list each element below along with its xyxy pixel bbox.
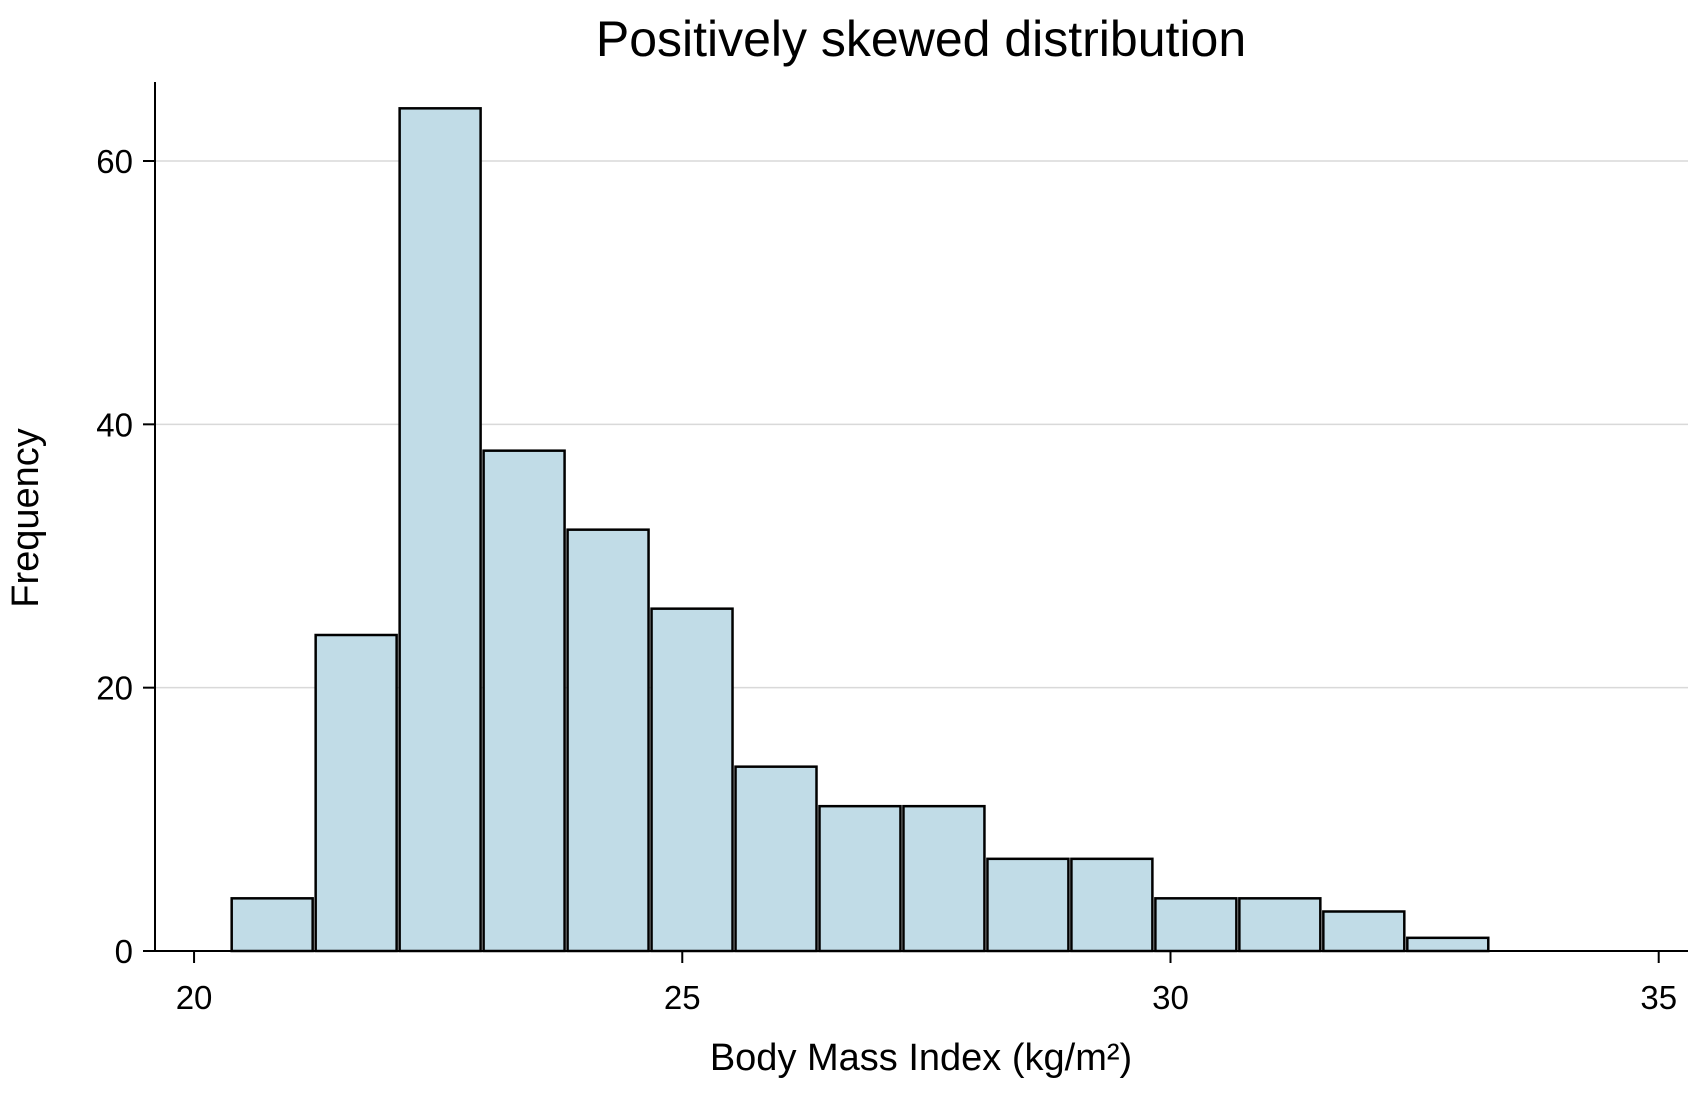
- histogram-bar: [314, 633, 398, 953]
- histogram-bar: [1238, 897, 1322, 953]
- histogram-bar: [566, 528, 650, 953]
- histogram-bar: [230, 897, 314, 953]
- histogram-bar: [482, 449, 566, 953]
- x-tick-label: 20: [176, 979, 213, 1016]
- histogram-bar: [734, 765, 818, 953]
- y-tick-label: 60: [96, 143, 133, 180]
- x-tick-label: 30: [1152, 979, 1189, 1016]
- chart-title: Positively skewed distribution: [596, 11, 1246, 67]
- y-tick-label: 0: [115, 933, 133, 970]
- histogram-bar: [1154, 897, 1238, 953]
- axes: 0 20 40 60 20 25 30 35: [96, 82, 1688, 1016]
- histogram-bar: [1322, 910, 1406, 953]
- x-tick-label: 35: [1640, 979, 1677, 1016]
- histogram-bar: [1070, 857, 1154, 953]
- gridlines: [155, 160, 1688, 689]
- x-tick-label: 25: [664, 979, 701, 1016]
- y-tick-label: 40: [96, 406, 133, 443]
- histogram-bar: [398, 107, 482, 953]
- histogram-bar: [902, 804, 986, 953]
- y-axis-label: Frequency: [5, 428, 47, 608]
- histogram-bar: [986, 857, 1070, 953]
- histogram-bar: [650, 607, 734, 953]
- y-tick-label: 20: [96, 670, 133, 707]
- x-axis-label: Body Mass Index (kg/m²): [710, 1037, 1132, 1079]
- histogram-bar: [818, 804, 902, 953]
- bars: [230, 107, 1490, 953]
- histogram-bar: [1406, 936, 1490, 953]
